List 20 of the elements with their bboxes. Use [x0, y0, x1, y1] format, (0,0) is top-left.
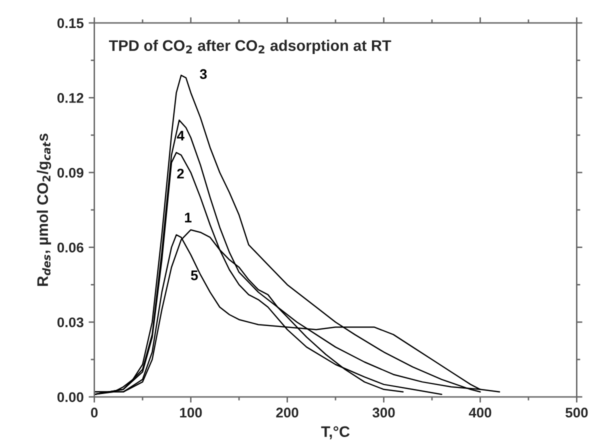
x-tick-label: 100 [180, 408, 202, 418]
series-label: 3 [200, 69, 207, 80]
y-tick-label: 0.12 [57, 93, 84, 103]
series-label: 2 [177, 168, 184, 178]
x-tick-label: 400 [468, 408, 492, 418]
x-axis-title: T,°C [321, 426, 350, 440]
y-tick-label: 0.15 [57, 18, 84, 28]
x-tick-label: 0 [91, 408, 98, 418]
series-label: 5 [190, 270, 198, 280]
x-tick-label: 200 [276, 408, 298, 418]
x-tick-label: 300 [372, 408, 395, 418]
y-tick-label: 0.09 [57, 168, 84, 178]
y-tick-label: 0.03 [57, 317, 84, 328]
y-tick-label: 0.00 [57, 392, 84, 402]
x-tick-label: 500 [566, 408, 588, 418]
series-label: 1 [185, 212, 192, 222]
text: TPD of CO$_{2}$ after CO$_{2}$ adsorption at RT [108, 40, 392, 54]
y-tick-label: 0.06 [57, 242, 84, 252]
y-axis-title: R$_{des}$, µmol CO$_{2}$/g$_{cat}$s [36, 134, 52, 286]
series-label: 4 [176, 130, 184, 140]
